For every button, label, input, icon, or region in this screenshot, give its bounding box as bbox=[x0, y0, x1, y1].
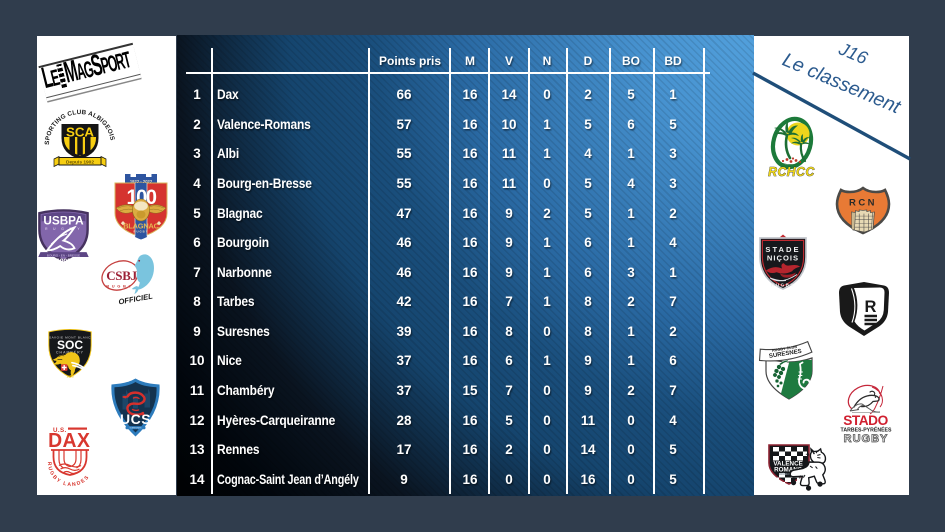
svg-text:SOC: SOC bbox=[57, 338, 83, 352]
svg-text:CHAMBÉRY: CHAMBÉRY bbox=[56, 349, 84, 354]
svg-text:RUGBY: RUGBY bbox=[771, 283, 795, 288]
svg-text:RCN: RCN bbox=[849, 198, 877, 209]
svg-text:BLAGNAC: BLAGNAC bbox=[123, 222, 159, 231]
svg-text:RCHCC: RCHCC bbox=[768, 165, 815, 179]
svg-text:TARBES-PYRÉNÉES: TARBES-PYRÉNÉES bbox=[841, 426, 892, 434]
svg-text:1902: 1902 bbox=[56, 258, 71, 265]
svg-text:SCA: SCA bbox=[66, 125, 94, 140]
svg-text:RUGBY: RUGBY bbox=[844, 433, 889, 445]
svg-text:VALENCE: VALENCE bbox=[773, 460, 803, 467]
svg-text:1922 - 2022: 1922 - 2022 bbox=[130, 179, 153, 184]
svg-text:DAX: DAX bbox=[48, 430, 90, 452]
svg-text:STADO: STADO bbox=[843, 412, 888, 428]
svg-text:RUGBY: RUGBY bbox=[133, 230, 148, 234]
svg-text:UCS: UCS bbox=[120, 411, 151, 427]
svg-text:RUGBY CLUB: RUGBY CLUB bbox=[772, 345, 798, 353]
svg-text:Depuis 1902: Depuis 1902 bbox=[66, 160, 94, 166]
svg-text:NIÇOIS: NIÇOIS bbox=[767, 254, 799, 263]
svg-text:SAVOIE MONT BLANC: SAVOIE MONT BLANC bbox=[49, 336, 91, 340]
svg-text:U.S.: U.S. bbox=[53, 427, 67, 434]
svg-text:SURESNES: SURESNES bbox=[129, 428, 142, 430]
svg-text:1956: 1956 bbox=[66, 375, 73, 379]
svg-text:RUGBY: RUGBY bbox=[106, 284, 133, 289]
svg-text:ROMANS: ROMANS bbox=[774, 466, 802, 473]
svg-text:STADE: STADE bbox=[765, 245, 800, 254]
svg-text:BOURG - EN - BRESSE: BOURG - EN - BRESSE bbox=[47, 253, 80, 257]
svg-text:DRÔME RUGBY: DRÔME RUGBY bbox=[779, 473, 798, 476]
svg-text:SURESNES: SURESNES bbox=[769, 349, 803, 360]
svg-text:R U G B Y: R U G B Y bbox=[45, 227, 82, 231]
svg-text:J16: J16 bbox=[835, 38, 871, 69]
svg-text:CSBJ: CSBJ bbox=[106, 268, 137, 283]
svg-text:R: R bbox=[865, 298, 877, 316]
svg-text:OFFICIEL: OFFICIEL bbox=[118, 292, 154, 307]
svg-text:USBPA: USBPA bbox=[43, 215, 84, 228]
